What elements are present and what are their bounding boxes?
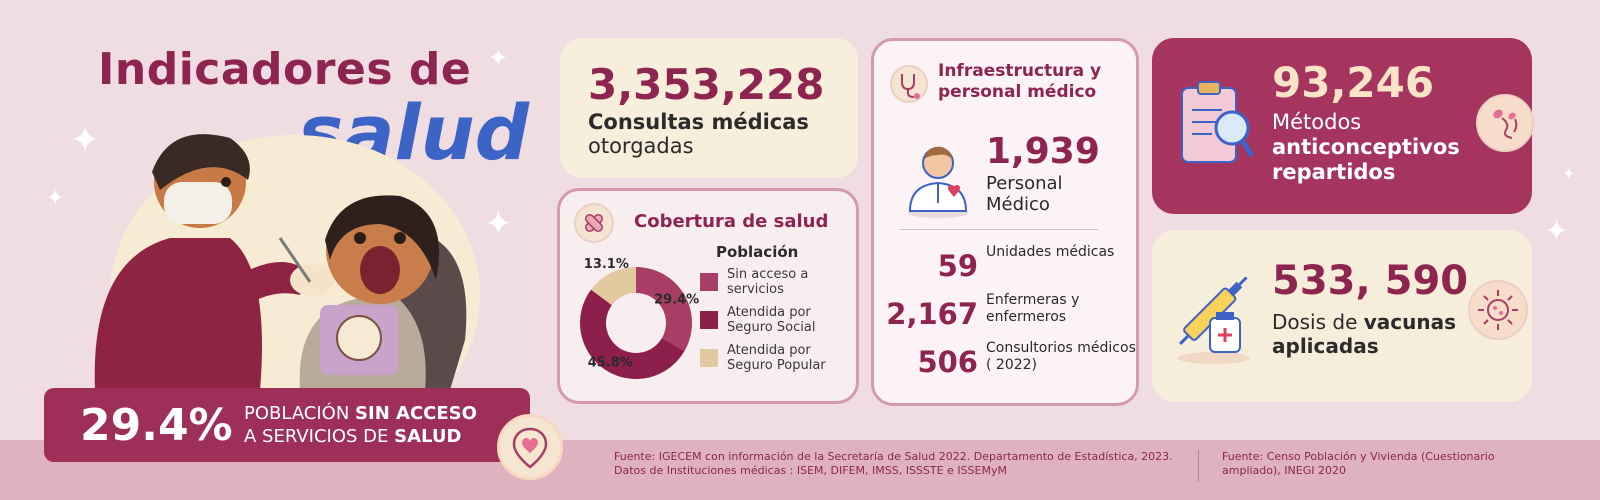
personal-label: Personal Médico [986, 173, 1063, 215]
infra-row-label: Enfermeras y enfermeros [986, 292, 1080, 325]
infra-row: 59 Unidades médicas [874, 243, 1136, 289]
legend-item: Atendida por Seguro Popular [700, 343, 850, 379]
banner-text-d: SALUD [394, 426, 462, 447]
sparkle-icon: ✦ [484, 204, 513, 244]
source-note-right: Fuente: Censo Población y Vivienda (Cues… [1222, 450, 1495, 477]
sparkle-icon: ✦ [488, 44, 509, 72]
infra-row-value: 59 [937, 249, 978, 283]
donut-slice-label: 29.4% [654, 292, 699, 307]
metodos-label-b: anticonceptivos repartidos [1272, 135, 1460, 184]
consultas-value: 3,353,228 [588, 60, 825, 109]
consultas-label-bold: Consultas médicas [588, 110, 809, 134]
sparkle-icon: ✦ [1562, 164, 1576, 183]
personal-value: 1,939 [986, 131, 1100, 172]
infra-row-label: Unidades médicas [986, 244, 1115, 260]
donut-slice [591, 267, 636, 306]
vacunas-card: 533, 590 Dosis de vacunas aplicadas [1152, 230, 1532, 402]
page-title: Indicadores de [98, 44, 472, 95]
banner-text: POBLACIÓN SIN ACCESO A SERVICIOS DE SALU… [244, 402, 477, 448]
legend-swatch [700, 349, 718, 367]
virus-icon [1468, 280, 1528, 340]
location-heart-icon [497, 414, 563, 480]
stat-banner: 29.4% POBLACIÓN SIN ACCESO A SERVICIOS D… [44, 388, 530, 462]
infra-row-value: 506 [917, 345, 978, 379]
cobertura-title: Cobertura de salud [634, 211, 829, 232]
infraestructura-title: Infraestructura y personal médico [938, 61, 1102, 102]
sparkle-icon: ✦ [46, 186, 65, 211]
dentist-illustration [94, 134, 480, 390]
infra-row: 506 Consultorios médicos ( 2022) [874, 339, 1136, 385]
legend-swatch [700, 311, 718, 329]
infra-row: 2,167 Enfermeras y enfermeros [874, 291, 1136, 337]
infraestructura-card: Infraestructura y personal médico 1,939 … [871, 38, 1139, 406]
legend-title: Población [716, 243, 799, 261]
consultas-label: otorgadas [588, 134, 694, 158]
divider [900, 229, 1098, 230]
donut-slice-label: 45.8% [588, 355, 633, 370]
coverage-donut-chart: 29.4% 45.8% 13.1% [580, 257, 699, 380]
sperm-icon [1476, 94, 1534, 152]
source-divider [1198, 450, 1199, 482]
legend-swatch [700, 273, 718, 291]
banner-percent: 29.4% [80, 400, 233, 451]
syringe-vaccine-icon [1178, 276, 1250, 364]
doctor-icon [908, 146, 968, 218]
sparkle-icon: ✦ [70, 120, 101, 161]
legend-item: Sin acceso a servicios [700, 267, 850, 303]
infra-row-value: 2,167 [886, 297, 978, 331]
vacunas-label-a: Dosis de [1272, 310, 1364, 334]
metodos-card: 93,246 Métodos anticonceptivos repartido… [1152, 38, 1534, 214]
metodos-value: 93,246 [1272, 58, 1435, 107]
metodos-label-a: Métodos [1272, 110, 1362, 134]
consultas-card: 3,353,228 Consultas médicas otorgadas [560, 38, 858, 178]
clipboard-magnifier-icon [1181, 81, 1255, 163]
vacunas-label-b: vacunas [1363, 310, 1457, 334]
legend-label: Atendida por Seguro Popular [727, 343, 826, 373]
legend-item: Atendida por Seguro Social [700, 305, 850, 341]
legend-label: Sin acceso a servicios [727, 267, 809, 297]
banner-text-a: POBLACIÓN [244, 403, 356, 424]
banner-text-c: A SERVICIOS DE [244, 426, 395, 447]
infra-row-label: Consultorios médicos ( 2022) [986, 340, 1136, 373]
banner-text-b: SIN ACCESO [355, 403, 477, 424]
donut-slice [636, 267, 692, 351]
vacunas-label-c: aplicadas [1272, 334, 1379, 358]
donut-slice-label: 13.1% [584, 257, 629, 272]
legend-label: Atendida por Seguro Social [727, 305, 816, 335]
bandage-icon [574, 203, 614, 243]
vacunas-label: Dosis de vacunas aplicadas [1272, 310, 1492, 358]
source-note-left: Fuente: IGECEM con información de la Sec… [614, 450, 1173, 477]
vacunas-value: 533, 590 [1272, 258, 1469, 304]
donut-slice [580, 289, 685, 380]
cobertura-card: Cobertura de salud Población 29.4% 45.8% 1… [557, 188, 859, 404]
sparkle-icon: ✦ [1544, 214, 1570, 249]
metodos-label: Métodos anticonceptivos repartidos [1272, 110, 1482, 185]
stethoscope-icon [890, 65, 928, 103]
